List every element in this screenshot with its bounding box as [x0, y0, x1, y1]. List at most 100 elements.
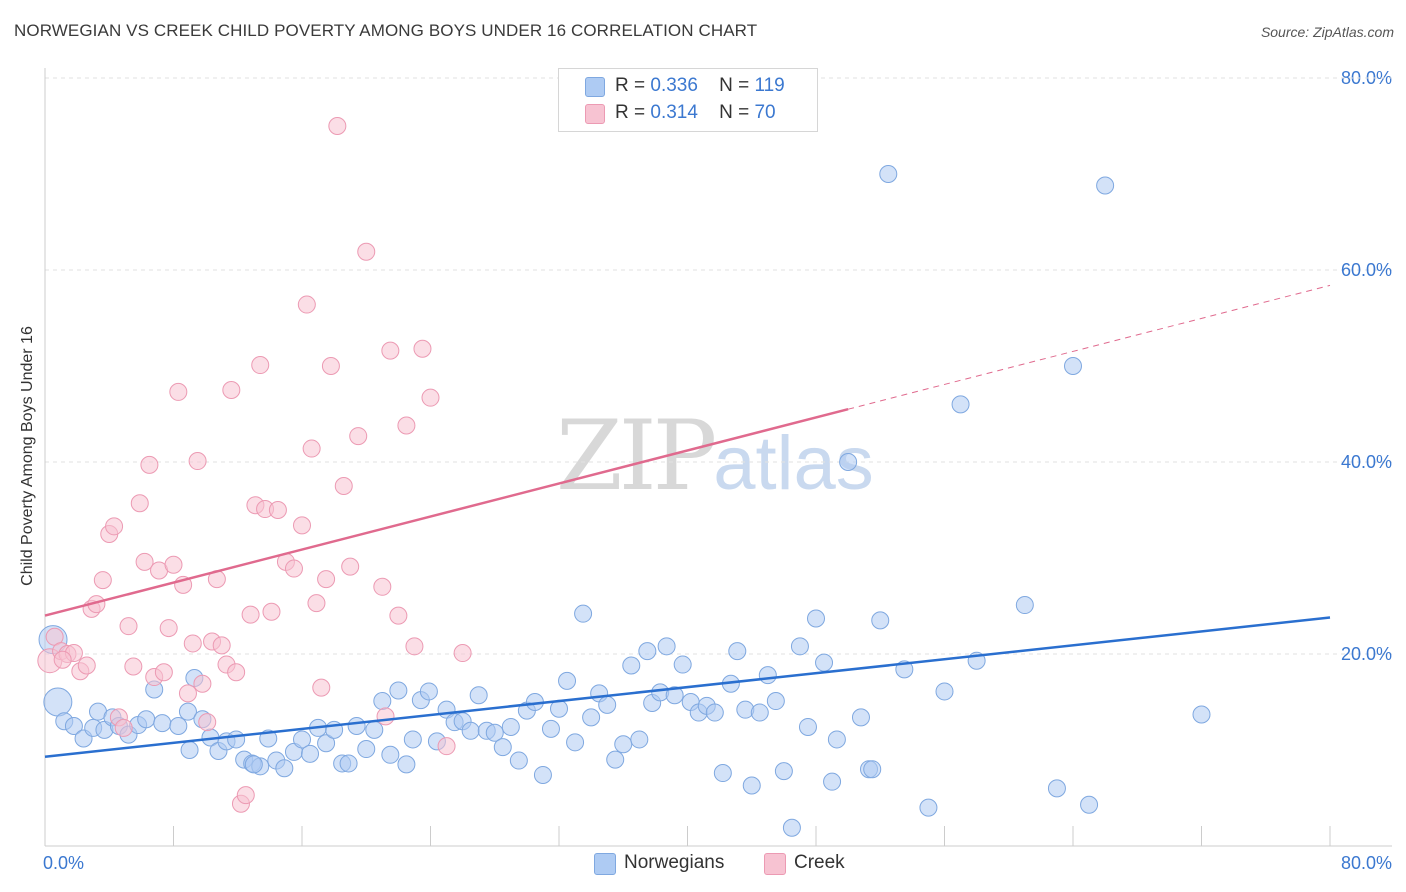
norwegians-point — [301, 744, 320, 763]
norwegians-point — [766, 692, 785, 711]
creek-point — [119, 617, 138, 636]
norwegians-point — [790, 637, 809, 656]
creek-point — [178, 684, 197, 703]
norwegians-point — [153, 714, 172, 733]
norwegians-point — [827, 730, 846, 749]
norwegians-point — [798, 717, 817, 736]
norwegians-point — [469, 686, 488, 705]
norwegians-n-value: 119 — [754, 75, 785, 96]
creek-point — [227, 663, 246, 682]
norwegians-trend-line — [44, 616, 1331, 758]
y-tick-label: 60.0% — [1341, 260, 1392, 280]
norwegians-point — [533, 765, 552, 784]
norwegians-point — [574, 604, 593, 623]
creek-point — [193, 674, 212, 693]
norwegians-point — [137, 710, 156, 729]
creek-point — [124, 657, 143, 676]
creek-point — [222, 381, 241, 399]
norwegians-point — [275, 759, 294, 778]
norwegians-point — [713, 764, 732, 783]
norwegians-point — [673, 655, 692, 674]
creek-point — [389, 606, 408, 625]
norwegians-point — [1080, 795, 1099, 814]
norwegians-point — [493, 738, 512, 757]
norwegians-n-label: N = — [719, 75, 750, 96]
creek-point — [349, 427, 368, 446]
norwegians-point — [614, 735, 633, 754]
norwegians-point — [665, 686, 684, 705]
norwegians-point — [365, 720, 384, 739]
creek-point — [317, 570, 336, 589]
creek-point — [164, 555, 183, 574]
creek-point — [212, 636, 231, 655]
norwegians-point — [823, 772, 842, 791]
creek-point — [284, 559, 303, 578]
norwegians-point — [622, 656, 641, 675]
norwegians-point — [541, 719, 560, 738]
x-tick-label: 80.0% — [1341, 853, 1392, 873]
norwegians-point — [774, 762, 793, 781]
creek-point — [140, 455, 159, 474]
creek-r-label: R = — [615, 102, 646, 123]
creek-point — [93, 571, 112, 590]
creek-point — [334, 477, 353, 495]
norwegians-point — [461, 721, 480, 740]
norwegians-point — [485, 723, 504, 742]
creek-point — [312, 678, 331, 697]
norwegians-point — [293, 730, 311, 749]
creek-stats: R = 0.314 N = 70 — [615, 102, 776, 124]
norwegians-point — [1096, 176, 1115, 195]
creek-point — [302, 439, 321, 458]
creek-point — [328, 117, 347, 135]
norwegians-point — [638, 642, 657, 661]
creek-point — [268, 501, 287, 519]
creek-point — [77, 656, 96, 675]
creek-point — [376, 707, 395, 726]
norwegians-point — [1047, 779, 1066, 798]
norwegians-point — [566, 733, 585, 752]
norwegians-point — [630, 730, 649, 749]
norwegians-point — [43, 687, 73, 717]
creek-point — [198, 713, 217, 732]
norwegians-point — [1015, 596, 1034, 615]
norwegians-r-label: R = — [615, 75, 646, 96]
norwegians-point — [180, 741, 199, 759]
creek-point — [453, 644, 472, 663]
norwegians-point — [728, 642, 747, 661]
creek-point — [114, 718, 133, 737]
norwegians-point — [606, 750, 625, 769]
creek-swatch — [585, 104, 605, 124]
norwegians-point — [64, 717, 83, 735]
norwegians-point — [403, 730, 422, 749]
norwegians-point — [582, 708, 601, 727]
creek-trend-line — [44, 407, 849, 617]
creek-point — [293, 516, 311, 535]
norwegians-point — [815, 653, 834, 672]
norwegians-point — [389, 681, 408, 700]
creek-point — [236, 786, 255, 805]
norwegians-point — [758, 666, 777, 685]
norwegians-point — [347, 717, 366, 735]
norwegians-point — [357, 740, 376, 759]
creek-legend-swatch — [764, 853, 786, 875]
norwegians-stats: R = 0.336 N = 119 — [615, 75, 785, 97]
norwegians-point — [919, 798, 938, 817]
norwegians-point — [782, 818, 801, 837]
norwegians-r-value: 0.336 — [650, 75, 698, 96]
creek-point — [251, 356, 270, 375]
norwegians-point — [373, 692, 392, 711]
norwegians-point — [839, 453, 858, 471]
creek-point — [159, 619, 178, 638]
creek-r-value: 0.314 — [650, 102, 698, 123]
norwegians-point — [558, 671, 577, 690]
creek-point — [297, 295, 316, 314]
x-tick-label: 0.0% — [43, 853, 84, 873]
creek-point — [135, 552, 154, 571]
creek-n-label: N = — [719, 102, 750, 123]
norwegians-point — [509, 751, 528, 770]
norwegians-point — [705, 703, 724, 722]
norwegians-point — [951, 395, 970, 414]
norwegians-point — [851, 708, 870, 727]
creek-point — [413, 339, 432, 358]
creek-point — [154, 663, 173, 682]
